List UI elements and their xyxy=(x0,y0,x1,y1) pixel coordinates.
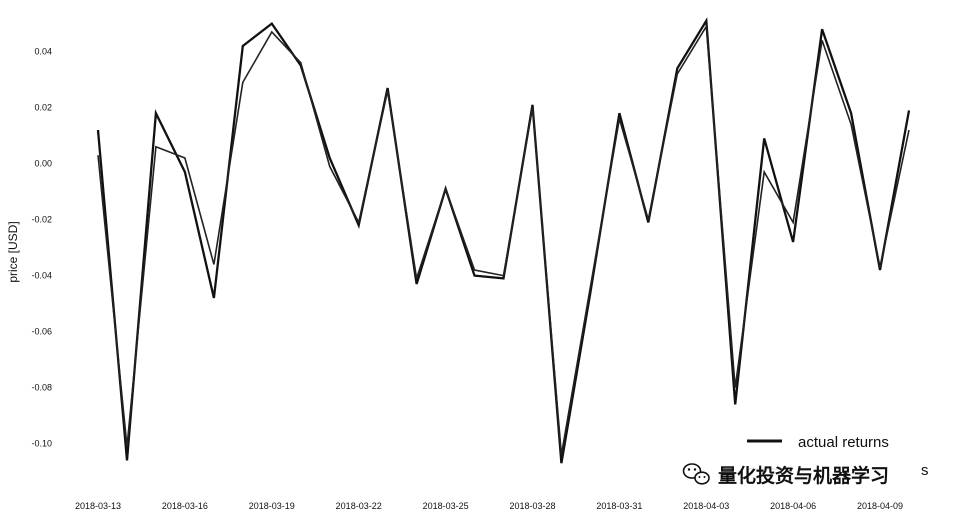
y-tick-label: -0.08 xyxy=(31,383,52,393)
y-tick-label: -0.02 xyxy=(31,215,52,225)
x-tick-label: 2018-03-19 xyxy=(249,501,295,511)
y-tick-label: 0.02 xyxy=(34,103,52,113)
series-line-second xyxy=(97,23,910,455)
y-tick-label: -0.10 xyxy=(31,439,52,449)
y-tick-label: 0.00 xyxy=(34,159,52,169)
legend-label-actual-returns: actual returns xyxy=(798,434,889,451)
x-tick-label: 2018-03-25 xyxy=(423,501,469,511)
y-tick-label: 0.04 xyxy=(34,47,52,57)
y-axis: -0.10 -0.08 -0.06 -0.04 -0.02 0.00 0.02 0.04 xyxy=(31,47,52,449)
watermark-backdrop xyxy=(676,458,920,488)
watermark-text: 量化投资与机器学习 xyxy=(718,464,889,487)
x-tick-label: 2018-04-03 xyxy=(683,501,729,511)
x-tick-label: 2018-03-31 xyxy=(596,501,642,511)
series-line-actual-returns xyxy=(96,17,911,464)
x-tick-label: 2018-03-16 xyxy=(162,501,208,511)
x-axis: 2018-03-13 2018-03-16 2018-03-19 2018-03-22… xyxy=(75,501,903,511)
x-tick-label: 2018-03-22 xyxy=(336,501,382,511)
y-axis-label: price [USD] xyxy=(6,221,20,282)
x-tick-label: 2018-03-28 xyxy=(509,501,555,511)
wechat-icon xyxy=(682,463,710,485)
x-tick-label: 2018-03-13 xyxy=(75,501,121,511)
legend-label-second-series-tail: s xyxy=(921,462,929,479)
y-tick-label: -0.06 xyxy=(31,327,52,337)
x-tick-label: 2018-04-06 xyxy=(770,501,816,511)
watermark: 量化投资与机器学习 xyxy=(676,458,920,488)
series-layer xyxy=(96,17,911,464)
x-tick-label: 2018-04-09 xyxy=(857,501,903,511)
y-tick-label: -0.04 xyxy=(31,271,52,281)
